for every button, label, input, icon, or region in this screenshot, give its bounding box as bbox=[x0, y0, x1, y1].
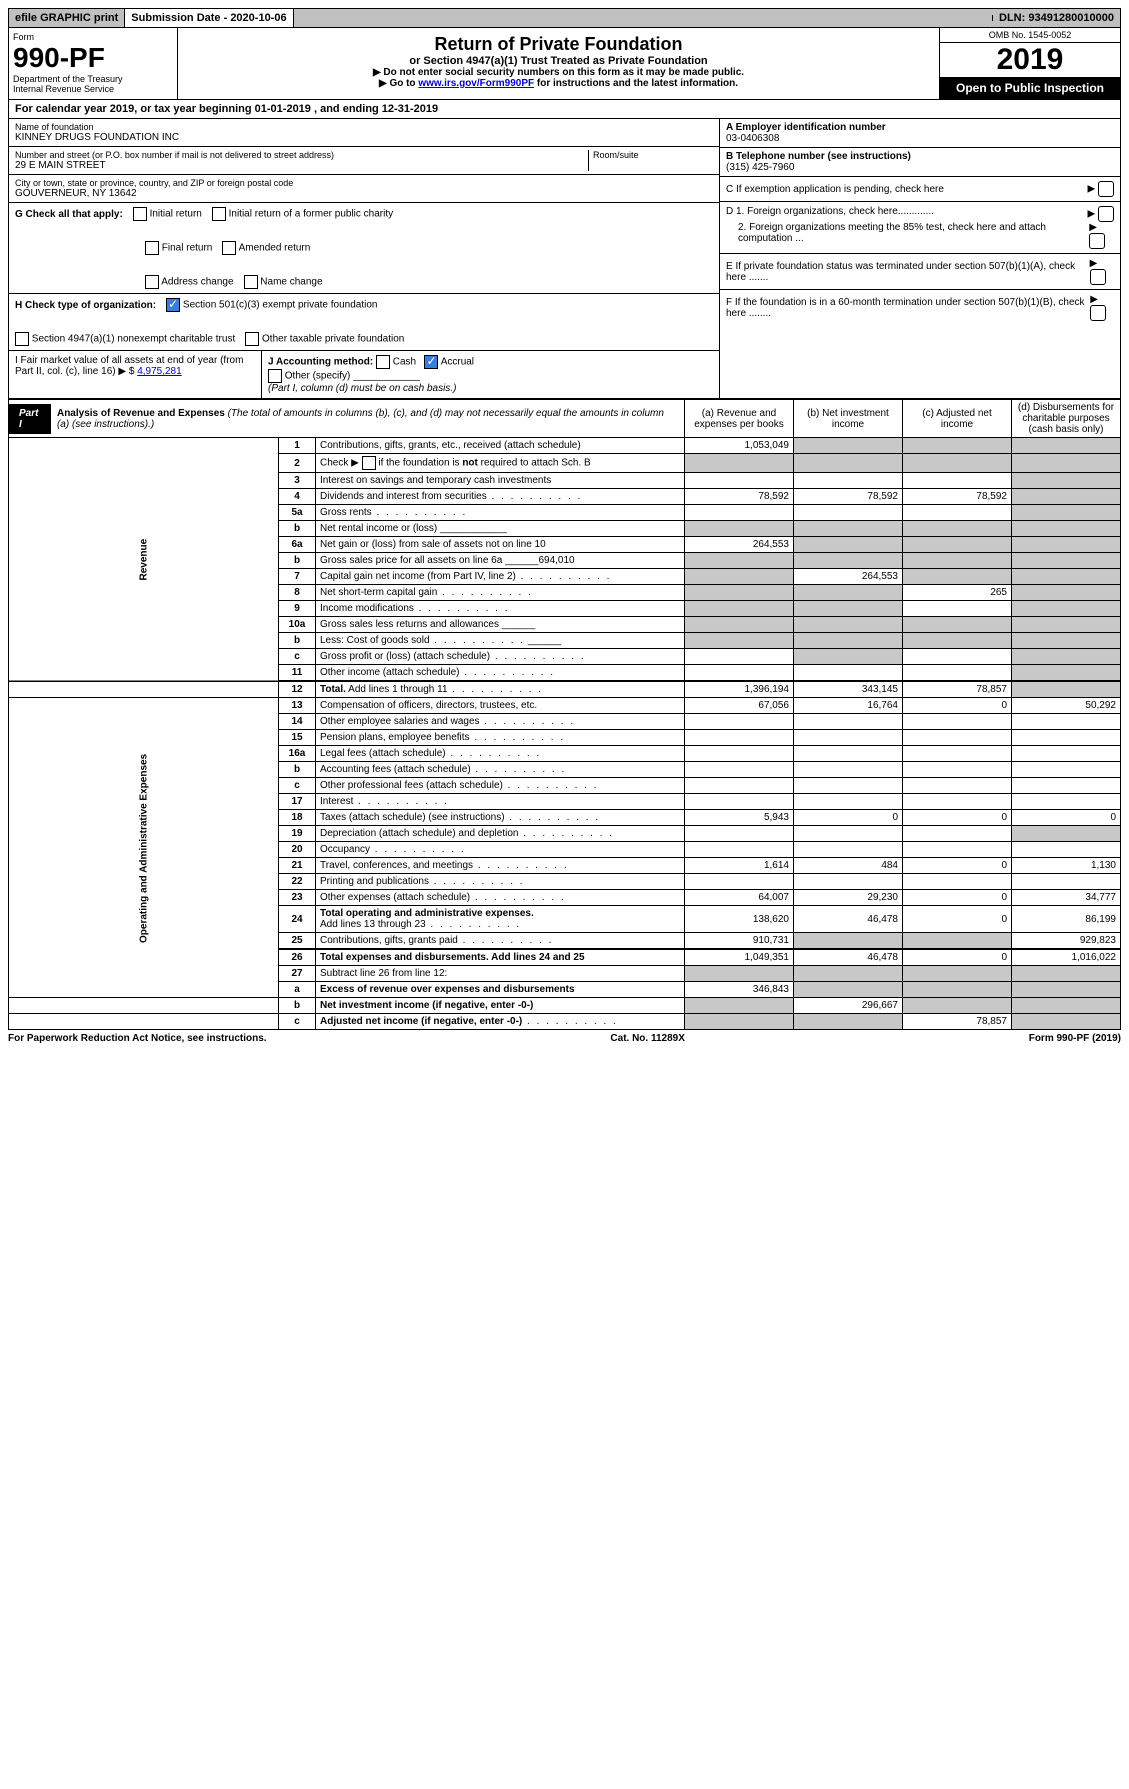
chk-501c3[interactable] bbox=[166, 298, 180, 312]
chk-accrual[interactable] bbox=[424, 355, 438, 369]
chk-cash[interactable] bbox=[376, 355, 390, 369]
foundation-name: KINNEY DRUGS FOUNDATION INC bbox=[15, 132, 713, 143]
form-word: Form bbox=[13, 32, 173, 42]
chk-name[interactable] bbox=[244, 275, 258, 289]
f-label: F If the foundation is in a 60-month ter… bbox=[726, 297, 1090, 319]
table-row: cAdjusted net income (if negative, enter… bbox=[9, 1014, 1121, 1030]
phone-value: (315) 425-7960 bbox=[726, 162, 1114, 173]
chk-d2[interactable] bbox=[1089, 233, 1105, 249]
chk-4947[interactable] bbox=[15, 332, 29, 346]
part1-table: Part I Analysis of Revenue and Expenses … bbox=[8, 399, 1121, 1030]
irs-link[interactable]: www.irs.gov/Form990PF bbox=[418, 78, 534, 89]
table-row: 12Total. Add lines 1 through 111,396,194… bbox=[9, 681, 1121, 698]
chk-amended[interactable] bbox=[222, 241, 236, 255]
top-bar: efile GRAPHIC print Submission Date - 20… bbox=[8, 8, 1121, 28]
chk-f[interactable] bbox=[1090, 305, 1106, 321]
ein-label: A Employer identification number bbox=[726, 122, 1114, 133]
chk-schb[interactable] bbox=[362, 456, 376, 470]
form-title: Return of Private Foundation bbox=[184, 34, 933, 55]
g-check-row: G Check all that apply: Initial return I… bbox=[9, 203, 719, 294]
entity-info: Name of foundation KINNEY DRUGS FOUNDATI… bbox=[8, 119, 1121, 399]
table-row: Operating and Administrative Expenses 13… bbox=[9, 698, 1121, 714]
chk-other-taxable[interactable] bbox=[245, 332, 259, 346]
dln-label: DLN: 93491280010000 bbox=[993, 9, 1120, 27]
col-a-header: (a) Revenue and expenses per books bbox=[685, 400, 794, 438]
calendar-year-row: For calendar year 2019, or tax year begi… bbox=[8, 100, 1121, 119]
goto-line: ▶ Go to www.irs.gov/Form990PF for instru… bbox=[184, 78, 933, 89]
col-c-header: (c) Adjusted net income bbox=[903, 400, 1012, 438]
irs-label: Internal Revenue Service bbox=[13, 84, 173, 94]
city-label: City or town, state or province, country… bbox=[15, 178, 713, 188]
chk-address[interactable] bbox=[145, 275, 159, 289]
submission-date: Submission Date - 2020-10-06 bbox=[125, 9, 293, 27]
open-public: Open to Public Inspection bbox=[940, 77, 1120, 99]
chk-final[interactable] bbox=[145, 241, 159, 255]
part1-label: Part I bbox=[9, 404, 51, 434]
ssn-warning: ▶ Do not enter social security numbers o… bbox=[184, 67, 933, 78]
expenses-side-label: Operating and Administrative Expenses bbox=[9, 698, 279, 998]
h-check-row: H Check type of organization: Section 50… bbox=[9, 294, 719, 351]
city-state-zip: GOUVERNEUR, NY 13642 bbox=[15, 188, 713, 199]
dept-label: Department of the Treasury bbox=[13, 74, 173, 84]
chk-c[interactable] bbox=[1098, 181, 1114, 197]
form-subtitle: or Section 4947(a)(1) Trust Treated as P… bbox=[184, 55, 933, 67]
ein-value: 03-0406308 bbox=[726, 133, 1114, 144]
form-footer: Form 990-PF (2019) bbox=[1029, 1033, 1121, 1044]
chk-other-method[interactable] bbox=[268, 369, 282, 383]
addr-label: Number and street (or P.O. box number if… bbox=[15, 150, 588, 160]
revenue-side-label: Revenue bbox=[9, 438, 279, 682]
table-row: bNet investment income (if negative, ent… bbox=[9, 998, 1121, 1014]
col-d-header: (d) Disbursements for charitable purpose… bbox=[1012, 400, 1121, 438]
col-b-header: (b) Net investment income bbox=[794, 400, 903, 438]
form-header: Form 990-PF Department of the Treasury I… bbox=[8, 28, 1121, 100]
room-label: Room/suite bbox=[593, 150, 713, 160]
name-label: Name of foundation bbox=[15, 122, 713, 132]
e-label: E If private foundation status was termi… bbox=[726, 261, 1090, 283]
omb-number: OMB No. 1545-0052 bbox=[940, 28, 1120, 43]
street-address: 29 E MAIN STREET bbox=[15, 160, 588, 171]
chk-e[interactable] bbox=[1090, 269, 1106, 285]
chk-d1[interactable] bbox=[1098, 206, 1114, 222]
table-row: Revenue 1 Contributions, gifts, grants, … bbox=[9, 438, 1121, 454]
fmv-value: 4,975,281 bbox=[137, 366, 182, 377]
tax-year: 2019 bbox=[940, 43, 1120, 77]
chk-initial-former[interactable] bbox=[212, 207, 226, 221]
form-number: 990-PF bbox=[13, 42, 173, 74]
phone-label: B Telephone number (see instructions) bbox=[726, 151, 1114, 162]
cat-no: Cat. No. 11289X bbox=[610, 1033, 684, 1044]
efile-label: efile GRAPHIC print bbox=[9, 9, 125, 27]
paperwork-notice: For Paperwork Reduction Act Notice, see … bbox=[8, 1033, 267, 1044]
page-footer: For Paperwork Reduction Act Notice, see … bbox=[8, 1030, 1121, 1044]
chk-initial[interactable] bbox=[133, 207, 147, 221]
c-label: C If exemption application is pending, c… bbox=[726, 184, 944, 195]
